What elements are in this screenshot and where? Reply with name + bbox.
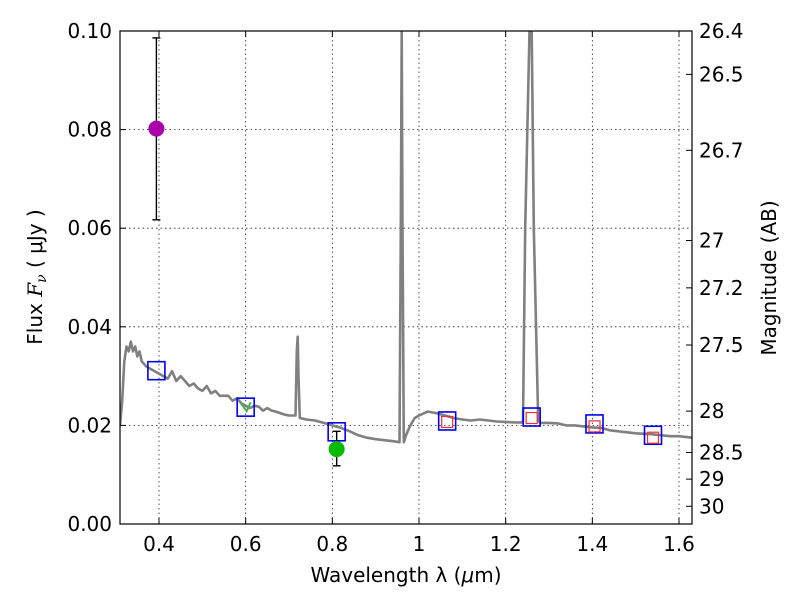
magnitude-tick-label: 27 xyxy=(699,229,724,253)
x-tick-label: 0.6 xyxy=(230,532,262,556)
x-tick-label: 1.4 xyxy=(576,532,608,556)
y-axis-label-prefix: Flux xyxy=(23,297,47,345)
y-tick-label: 0.08 xyxy=(67,118,112,142)
plot-frame xyxy=(119,30,693,525)
y2-axis-label: Magnitude (AB) xyxy=(757,200,781,355)
magnitude-tick-label: 26.4 xyxy=(699,19,744,43)
grid xyxy=(120,30,692,525)
observed-photometry-square xyxy=(441,415,454,429)
y-axis-label-symbol: F xyxy=(23,282,47,298)
y-tick-label: 0.10 xyxy=(67,19,112,43)
x-tick-label: 1.2 xyxy=(490,532,522,556)
x-tick-label: 0.4 xyxy=(143,532,175,556)
observed-photometry-square xyxy=(588,420,601,433)
measured-flux-point xyxy=(148,120,165,137)
observed-photometry-square xyxy=(525,411,538,425)
model-spectrum-line xyxy=(120,31,692,444)
plot-area xyxy=(120,31,692,467)
model-photometry-square xyxy=(522,407,541,427)
y-tick-label: 0.06 xyxy=(67,216,112,240)
y-tick-label: 0.02 xyxy=(67,413,112,437)
x-tick-label: 1.6 xyxy=(663,532,695,556)
x-axis-label-unit-symbol: μ xyxy=(460,563,474,587)
green-marker xyxy=(239,401,252,414)
x-axis-label-unit-rest: m) xyxy=(474,563,501,587)
model-photometry-square xyxy=(643,425,663,446)
magnitude-tick-label: 29 xyxy=(699,467,724,491)
x-tick-label: 1 xyxy=(413,532,426,556)
model-photometry-square xyxy=(585,414,604,434)
measured-flux-point xyxy=(328,441,345,458)
model-photometry-square xyxy=(236,397,255,417)
observed-photometry-square xyxy=(646,431,660,444)
x-tick-label: 0.8 xyxy=(316,532,348,556)
model-photometry-square xyxy=(437,411,457,431)
x-axis-label-prefix: Wavelength λ ( xyxy=(310,563,461,587)
magnitude-tick-label: 26.5 xyxy=(699,62,744,86)
magnitude-tick-label: 28 xyxy=(699,399,724,423)
y-tick-label: 0.04 xyxy=(67,315,112,339)
model-photometry-square xyxy=(147,360,166,381)
axis-ticks: 0.4 0.6 0.8 1 1.2 1.4 1.6 0.00 0.02 0.04 0.06 0.08 0… xyxy=(67,19,743,556)
y-axis-label-unit: ( μJy ) xyxy=(23,209,47,274)
y-tick-label: 0.00 xyxy=(67,512,112,536)
y-axis-label-symbol-sub: ν xyxy=(34,274,50,283)
magnitude-tick-label: 27.5 xyxy=(699,333,744,357)
magnitude-tick-label: 30 xyxy=(699,494,724,518)
magnitude-tick-label: 26.7 xyxy=(699,138,744,162)
y-axis-label: Flux Fν ( μJy ) xyxy=(23,209,50,344)
magnitude-tick-label: 27.2 xyxy=(699,276,744,300)
magnitude-tick-label: 28.5 xyxy=(699,441,744,465)
x-axis-label: Wavelength λ (μm) xyxy=(310,563,501,587)
